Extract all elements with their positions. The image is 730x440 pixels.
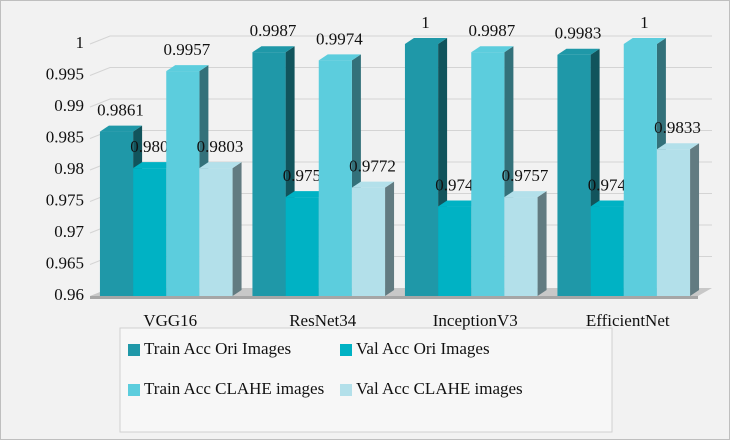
- y-tick-label: 0.97: [54, 222, 84, 241]
- value-label: 0.9803: [197, 137, 244, 156]
- legend-label: Val Acc Ori Images: [356, 339, 490, 358]
- bar: [471, 52, 505, 296]
- value-label: 0.9757: [502, 166, 549, 185]
- bar: [351, 187, 386, 296]
- bar: [99, 131, 134, 296]
- legend-label: Train Acc Ori Images: [144, 339, 291, 358]
- x-tick-label: VGG16: [143, 311, 197, 330]
- y-tick-label: 1: [76, 33, 85, 52]
- legend-label: Train Acc CLAHE images: [144, 379, 324, 398]
- bar-top: [166, 65, 209, 72]
- floor: [90, 288, 712, 296]
- bar: [318, 60, 352, 296]
- legend-swatch: [340, 384, 352, 396]
- bar: [590, 206, 624, 296]
- value-label: 0.9974: [316, 29, 363, 48]
- value-label: 0.9742: [435, 175, 482, 194]
- bar-top: [99, 125, 143, 132]
- floor-edge: [90, 296, 698, 299]
- bar-side: [537, 191, 547, 296]
- value-label: 0.9803: [130, 137, 177, 156]
- bar-side: [690, 143, 700, 296]
- y-tick-label: 0.995: [46, 64, 84, 83]
- y-tick-label: 0.96: [54, 285, 84, 304]
- y-tick-label: 0.965: [46, 253, 84, 272]
- value-label: 0.9742: [588, 175, 635, 194]
- x-tick-label: ResNet34: [289, 311, 357, 330]
- value-label: 0.9983: [555, 24, 602, 43]
- bar-top: [504, 191, 547, 198]
- bar-top: [285, 191, 328, 198]
- bar-side: [232, 162, 242, 296]
- legend-swatch: [128, 344, 140, 356]
- legend-label: Val Acc CLAHE images: [356, 379, 523, 398]
- value-label: 0.9957: [163, 40, 210, 59]
- value-label: 0.9833: [654, 118, 701, 137]
- value-label: 0.9987: [468, 21, 515, 40]
- bar: [199, 168, 233, 296]
- bar: [404, 44, 439, 296]
- bar: [557, 54, 591, 297]
- bar-top: [438, 200, 481, 207]
- value-label: 1: [640, 13, 649, 32]
- value-label: 0.9987: [250, 21, 297, 40]
- grid-line: [89, 35, 712, 45]
- bar: [285, 197, 319, 296]
- bar: [656, 149, 691, 296]
- bar-top: [199, 162, 242, 169]
- bar-top: [318, 54, 361, 61]
- bar-top: [252, 46, 295, 53]
- bar-side: [385, 181, 395, 296]
- bar: [623, 44, 657, 296]
- value-label: 0.9757: [283, 166, 330, 185]
- x-tick-label: EfficientNet: [586, 311, 670, 330]
- bar: [504, 197, 538, 296]
- bar-top: [656, 143, 700, 150]
- y-tick-label: 0.99: [54, 96, 84, 115]
- bar: [166, 71, 200, 296]
- x-tick-label: InceptionV3: [433, 311, 518, 330]
- legend-swatch: [340, 344, 352, 356]
- legend-swatch: [128, 384, 140, 396]
- bar: [252, 52, 286, 296]
- bar-top: [471, 46, 514, 53]
- bar-top: [557, 48, 600, 55]
- value-label: 0.9772: [349, 157, 396, 176]
- y-tick-label: 0.985: [46, 127, 84, 146]
- y-tick-label: 0.975: [46, 190, 84, 209]
- y-tick-label: 0.98: [54, 159, 84, 178]
- bar: [438, 206, 472, 296]
- bar-top: [623, 38, 666, 44]
- value-label: 0.9861: [97, 100, 144, 119]
- legend-box: [119, 327, 613, 433]
- bar-top: [404, 38, 448, 44]
- bar-top: [351, 181, 395, 188]
- value-label: 1: [421, 13, 430, 32]
- bar-top: [133, 162, 176, 169]
- bar: [133, 168, 167, 296]
- bar-top: [590, 200, 633, 207]
